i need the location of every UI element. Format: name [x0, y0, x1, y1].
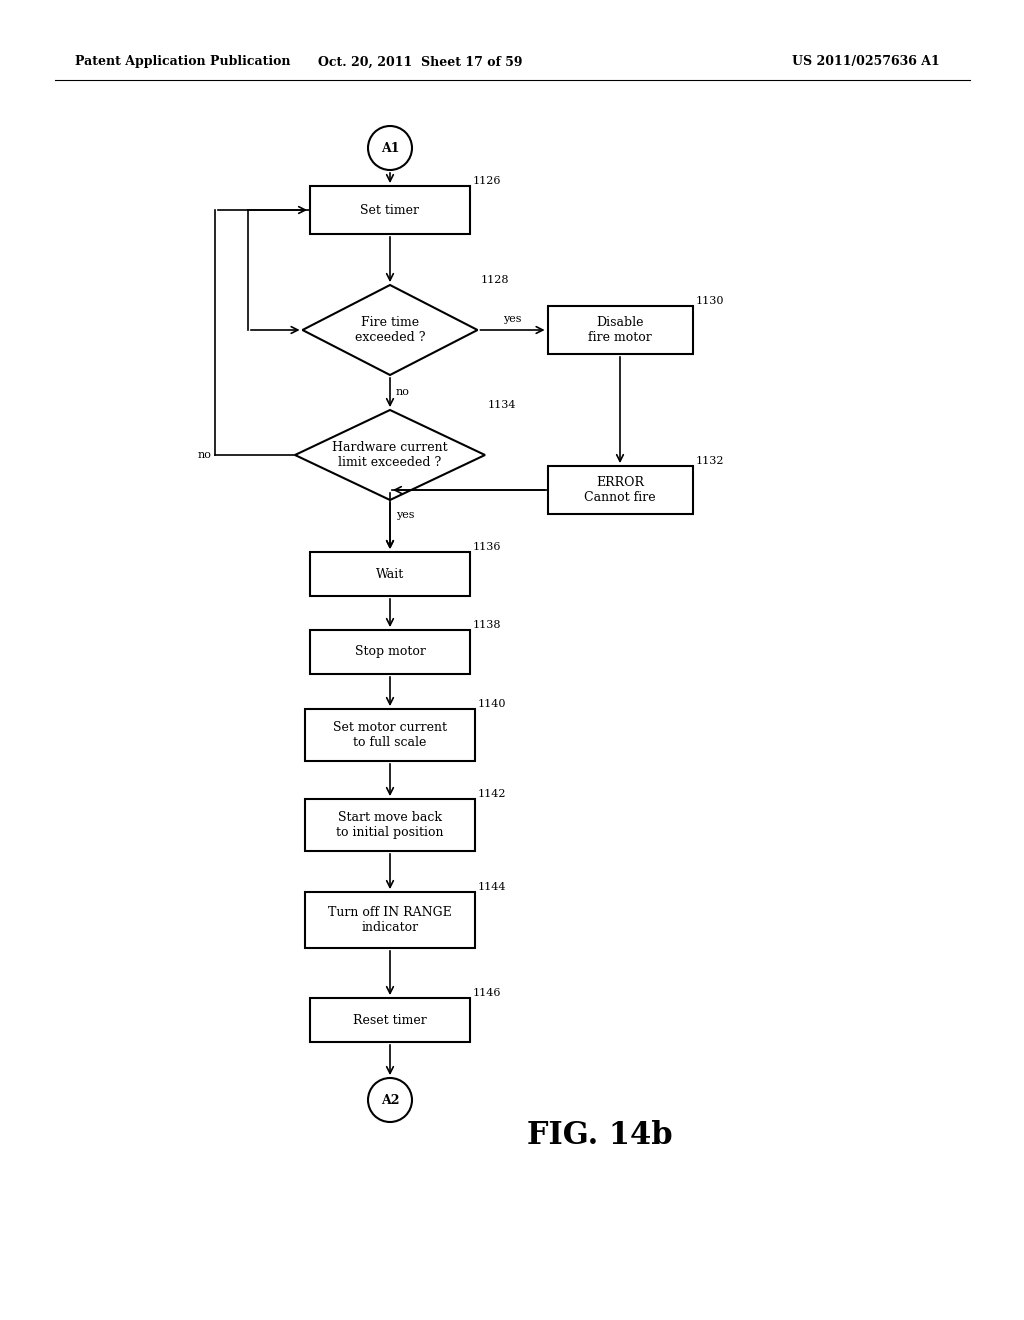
- Text: 1140: 1140: [478, 700, 507, 709]
- Text: Disable
fire motor: Disable fire motor: [588, 315, 652, 345]
- Text: ERROR
Cannot fire: ERROR Cannot fire: [584, 477, 655, 504]
- Text: yes: yes: [396, 510, 415, 520]
- Text: A2: A2: [381, 1093, 399, 1106]
- Polygon shape: [295, 411, 485, 500]
- Text: 1128: 1128: [480, 275, 509, 285]
- Bar: [305, 709, 475, 762]
- Text: Fire time
exceeded ?: Fire time exceeded ?: [354, 315, 425, 345]
- Text: 1146: 1146: [473, 987, 502, 998]
- Text: Turn off IN RANGE
indicator: Turn off IN RANGE indicator: [328, 906, 452, 935]
- Text: 1126: 1126: [473, 176, 502, 186]
- Polygon shape: [302, 285, 477, 375]
- Bar: [548, 466, 692, 513]
- Text: Start move back
to initial position: Start move back to initial position: [336, 810, 443, 840]
- Text: Patent Application Publication: Patent Application Publication: [75, 55, 291, 69]
- Text: Stop motor: Stop motor: [354, 645, 425, 659]
- Text: Wait: Wait: [376, 568, 404, 581]
- Text: 1138: 1138: [473, 620, 502, 630]
- Text: Set motor current
to full scale: Set motor current to full scale: [333, 721, 447, 748]
- Text: US 2011/0257636 A1: US 2011/0257636 A1: [793, 55, 940, 69]
- Bar: [310, 186, 470, 234]
- Circle shape: [368, 125, 412, 170]
- Text: no: no: [198, 450, 211, 459]
- Text: A1: A1: [381, 141, 399, 154]
- Bar: [310, 998, 470, 1041]
- Text: 1130: 1130: [695, 296, 724, 306]
- Bar: [548, 306, 692, 354]
- Text: Reset timer: Reset timer: [353, 1014, 427, 1027]
- Circle shape: [368, 1078, 412, 1122]
- Bar: [310, 552, 470, 597]
- Text: yes: yes: [503, 314, 522, 323]
- Text: 1134: 1134: [488, 400, 516, 411]
- Text: 1144: 1144: [478, 882, 507, 892]
- Text: 1136: 1136: [473, 543, 502, 552]
- Text: Set timer: Set timer: [360, 203, 420, 216]
- Text: 1132: 1132: [695, 455, 724, 466]
- Text: 1142: 1142: [478, 789, 507, 799]
- Bar: [310, 630, 470, 675]
- Text: FIG. 14b: FIG. 14b: [527, 1119, 673, 1151]
- Text: Oct. 20, 2011  Sheet 17 of 59: Oct. 20, 2011 Sheet 17 of 59: [317, 55, 522, 69]
- Bar: [305, 799, 475, 851]
- Text: no: no: [396, 387, 410, 397]
- Text: Hardware current
limit exceeded ?: Hardware current limit exceeded ?: [332, 441, 447, 469]
- Bar: [305, 892, 475, 948]
